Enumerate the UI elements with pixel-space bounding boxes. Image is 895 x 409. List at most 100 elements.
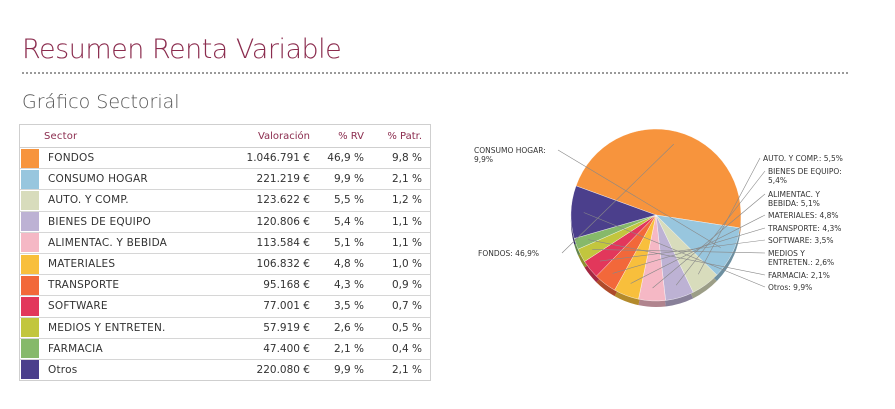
valoracion-cell: 47.400 € xyxy=(218,338,316,360)
slice-label: FONDOS: 46,9% xyxy=(478,249,539,258)
leader-line xyxy=(652,193,766,289)
color-swatch xyxy=(21,360,39,380)
pie-slices xyxy=(570,128,742,302)
title-divider xyxy=(22,72,848,74)
swatch-cell xyxy=(20,317,40,339)
patr-cell: 1,1 % xyxy=(370,211,430,233)
color-swatch xyxy=(21,296,39,316)
swatch-cell xyxy=(20,232,40,254)
section-title: Gráfico Sectorial xyxy=(22,91,180,113)
slice-label: BEBIDA: 5,1% xyxy=(768,199,820,208)
rv-cell: 5,5 % xyxy=(316,189,370,212)
sector-cell: FONDOS xyxy=(40,147,218,170)
slice-label: ALIMENTAC. Y xyxy=(768,190,820,199)
color-swatch xyxy=(21,190,39,210)
table-row: TRANSPORTE 95.168 €4,3 % 0,9 % xyxy=(20,274,430,297)
color-swatch xyxy=(21,339,39,359)
swatch-cell xyxy=(20,359,40,380)
leader-line xyxy=(599,239,766,262)
rv-cell: 5,1 % xyxy=(316,232,370,254)
slice-label: ENTRETEN.: 2,6% xyxy=(768,258,834,267)
table-row: BIENES DE EQUIPO 120.806 €5,4 % 1,1 % xyxy=(20,211,430,233)
patr-cell: 0,9 % xyxy=(370,274,430,297)
patr-cell: 2,1 % xyxy=(370,168,430,191)
pie-chart-area: FONDOS: 46,9% CONSUMO HOGAR: 9,9% AUTO. Y C… xyxy=(440,110,860,314)
slice-label: FARMACIA: 2,1% xyxy=(768,271,830,280)
swatch-cell xyxy=(20,295,40,318)
slice-label: MATERIALES: 4,8% xyxy=(768,211,839,220)
slice-label: TRANSPORTE: 4,3% xyxy=(767,224,841,233)
sector-cell: CONSUMO HOGAR xyxy=(40,168,218,191)
leader-line xyxy=(583,212,766,288)
table-row: ALIMENTAC. Y BEBIDA 113.584 €5,1 % 1,1 % xyxy=(20,232,430,254)
sector-table-container: Sector Valoración % RV % Patr. FONDOS 1.0… xyxy=(19,124,431,382)
patr-cell: 1,1 % xyxy=(370,232,430,254)
leader-lines xyxy=(557,143,766,289)
valoracion-cell: 120.806 € xyxy=(218,211,316,233)
sector-cell: MEDIOS Y ENTRETEN. xyxy=(40,317,218,339)
table-row: FONDOS 1.046.791 €46,9 % 9,8 % xyxy=(20,147,430,170)
patr-header: % Patr. xyxy=(370,125,430,148)
swatch-header xyxy=(20,125,40,148)
valoracion-cell: 57.919 € xyxy=(218,317,316,339)
valoracion-cell: 220.080 € xyxy=(256,363,310,376)
sector-cell: BIENES DE EQUIPO xyxy=(40,211,218,233)
swatch-cell xyxy=(20,338,40,360)
valoracion-cell: 106.832 € xyxy=(218,253,316,276)
color-swatch xyxy=(21,254,39,274)
pie-labels: FONDOS: 46,9% CONSUMO HOGAR:9,9% AUTO. Y C… xyxy=(474,146,843,292)
swatch-cell xyxy=(20,211,40,233)
rv-cell: 3,5 % xyxy=(316,295,370,318)
table-row: MEDIOS Y ENTRETEN. 57.919 €2,6 % 0,5 % xyxy=(20,317,430,339)
swatch-cell xyxy=(20,147,40,170)
leader-line xyxy=(675,170,766,286)
patr-cell: 9,8 % xyxy=(370,147,430,170)
patr-cell: 0,4 % xyxy=(370,338,430,360)
slice-label: BIENES DE EQUIPO: xyxy=(768,167,842,176)
leader-line xyxy=(587,239,766,276)
sector-cell: Otros xyxy=(48,363,78,376)
patr-cell: 0,7 % xyxy=(370,295,430,318)
table-row: Otros 220.080 € 9,9 % 2,1 % xyxy=(20,359,430,380)
rv-header: % RV xyxy=(316,125,370,148)
sector-cell: AUTO. Y COMP. xyxy=(40,189,218,212)
patr-cell: 0,5 % xyxy=(370,317,430,339)
color-swatch xyxy=(21,233,39,253)
pie-slice xyxy=(570,185,657,239)
leader-line xyxy=(612,227,766,274)
valoracion-header: Valoración xyxy=(218,125,316,148)
color-swatch xyxy=(21,212,39,232)
slice-label: MEDIOS Y xyxy=(768,249,805,258)
rv-cell: 4,3 % xyxy=(316,274,370,297)
leader-line xyxy=(557,149,721,248)
valoracion-cell: 113.584 € xyxy=(218,232,316,254)
sector-cell: MATERIALES xyxy=(40,253,218,276)
rv-cell: 46,9 % xyxy=(316,147,370,170)
valoracion-cell: 1.046.791 € xyxy=(218,147,316,170)
slice-label: 5,4% xyxy=(768,176,787,185)
slice-label: 9,9% xyxy=(474,155,493,164)
valoracion-cell: 77.001 € xyxy=(218,295,316,318)
patr-cell: 2,1 % xyxy=(391,363,422,376)
slice-label: AUTO. Y COMP.: 5,5% xyxy=(763,154,843,163)
swatch-cell xyxy=(20,274,40,297)
color-swatch xyxy=(21,169,39,189)
leader-line xyxy=(698,157,761,275)
sector-table: Sector Valoración % RV % Patr. FONDOS 1.0… xyxy=(20,125,430,380)
sector-cell: SOFTWARE xyxy=(40,295,218,318)
slice-label: CONSUMO HOGAR: xyxy=(474,146,546,155)
swatch-cell xyxy=(20,253,40,276)
slice-label: Otros: 9,9% xyxy=(768,283,812,292)
table-row: MATERIALES 106.832 €4,8 % 1,0 % xyxy=(20,253,430,276)
rv-cell: 9,9 % xyxy=(316,168,370,191)
swatch-cell xyxy=(20,168,40,191)
sector-cell: ALIMENTAC. Y BEBIDA xyxy=(40,232,218,254)
pie-chart: FONDOS: 46,9% CONSUMO HOGAR:9,9% AUTO. Y C… xyxy=(474,128,843,307)
table-row: FARMACIA 47.400 €2,1 % 0,4 % xyxy=(20,338,430,360)
color-swatch xyxy=(21,318,39,338)
color-swatch xyxy=(21,148,39,168)
swatch-cell xyxy=(20,189,40,212)
pie-slice xyxy=(575,128,742,229)
valoracion-cell: 123.622 € xyxy=(218,189,316,212)
patr-cell: 1,2 % xyxy=(370,189,430,212)
